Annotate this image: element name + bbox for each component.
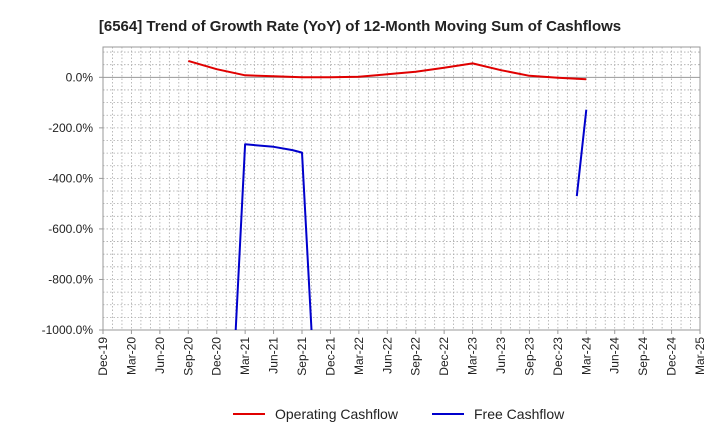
x-tick-label: Mar-20 — [124, 337, 138, 375]
x-tick-label: Jun-23 — [494, 337, 508, 374]
legend-label-operating-cashflow: Operating Cashflow — [275, 406, 399, 422]
free-cashflow-line — [234, 143, 313, 331]
legend-label-free-cashflow: Free Cashflow — [474, 406, 565, 422]
y-tick-label: -800.0% — [48, 272, 93, 286]
x-tick-label: Mar-21 — [238, 337, 252, 375]
x-tick-label: Mar-23 — [466, 337, 480, 375]
x-tick-label: Dec-23 — [551, 337, 565, 376]
x-tick-label: Dec-19 — [96, 337, 110, 376]
x-tick-label: Jun-20 — [153, 337, 167, 374]
x-axis: Dec-19 Mar-20 Jun-20 Sep-20 Dec-20 Mar-21 Jun-… — [96, 330, 707, 376]
x-tick-label: Mar-25 — [693, 337, 707, 375]
x-tick-label: Jun-22 — [380, 337, 394, 374]
y-tick-label: 0.0% — [66, 70, 94, 84]
x-tick-label: Jun-24 — [608, 337, 622, 374]
grid — [103, 47, 700, 330]
y-tick-label: -600.0% — [48, 222, 93, 236]
operating-cashflow-line — [188, 59, 587, 81]
plot-area — [102, 46, 701, 331]
free-cashflow-line — [575, 109, 588, 197]
y-tick-label: -1000.0% — [42, 323, 94, 337]
chart-title: [6564] Trend of Growth Rate (YoY) of 12-… — [99, 18, 621, 35]
x-tick-label: Sep-22 — [409, 337, 423, 376]
x-tick-label: Sep-24 — [636, 337, 650, 376]
x-tick-label: Dec-21 — [323, 337, 337, 376]
legend: Operating Cashflow Free Cashflow — [233, 406, 565, 422]
x-tick-label: Sep-21 — [295, 337, 309, 376]
x-tick-label: Sep-20 — [181, 337, 195, 376]
y-axis: 0.0% -200.0% -400.0% -600.0% -800.0% -1000.0% — [42, 70, 103, 337]
x-tick-label: Sep-23 — [522, 337, 536, 376]
x-tick-label: Dec-24 — [665, 337, 679, 376]
x-tick-label: Mar-22 — [352, 337, 366, 375]
x-tick-label: Dec-22 — [437, 337, 451, 376]
x-tick-label: Dec-20 — [210, 337, 224, 376]
y-tick-label: -400.0% — [48, 171, 93, 185]
x-tick-label: Jun-21 — [267, 337, 281, 374]
series-group — [188, 59, 588, 331]
x-tick-label: Mar-24 — [579, 337, 593, 375]
y-tick-label: -200.0% — [48, 121, 93, 135]
